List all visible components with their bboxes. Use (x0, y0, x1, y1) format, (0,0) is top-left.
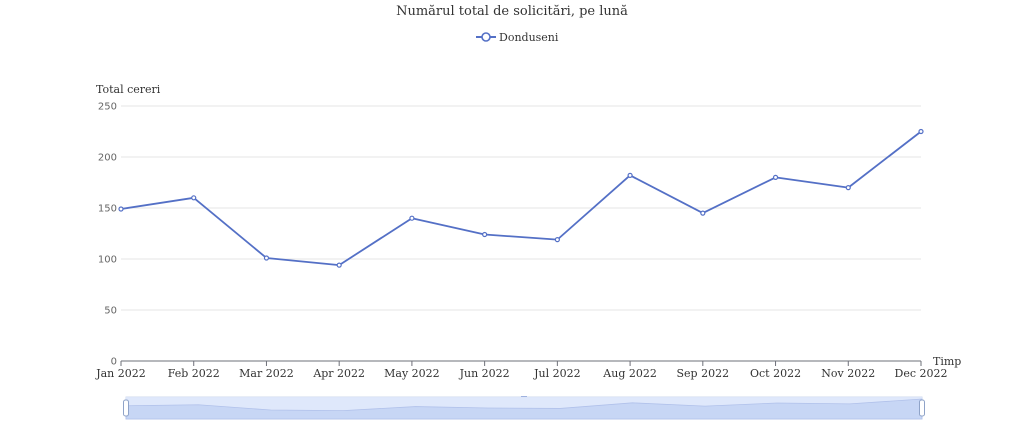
data-point[interactable] (700, 210, 706, 216)
series-donduseni (118, 128, 924, 268)
data-point[interactable] (845, 185, 851, 191)
x-tick-label: Nov 2022 (821, 367, 875, 380)
y-tick-label: 250 (98, 102, 117, 113)
data-zoom-slider[interactable] (123, 396, 925, 420)
x-tick-label: Jul 2022 (533, 367, 581, 380)
data-point[interactable] (627, 172, 633, 178)
x-tick-label: Sep 2022 (677, 367, 730, 380)
y-tick-label: 0 (111, 357, 117, 368)
y-tick-label: 100 (98, 255, 117, 266)
x-tick-label: Oct 2022 (750, 367, 801, 380)
x-tick-label: Feb 2022 (168, 367, 220, 380)
y-tick-label: 150 (98, 204, 117, 215)
zoom-data-shadow (125, 398, 923, 420)
x-tick-label: Jun 2022 (459, 367, 510, 380)
data-point[interactable] (263, 255, 270, 261)
zoom-start-handle[interactable] (123, 399, 129, 417)
x-axis (120, 360, 922, 366)
x-tick-label: Dec 2022 (895, 367, 948, 380)
grid-lines (121, 105, 921, 311)
y-axis-label: Total cereri (96, 83, 161, 96)
x-tick-label: Jan 2022 (95, 367, 146, 380)
data-point[interactable] (336, 262, 342, 268)
x-tick-label: Apr 2022 (312, 367, 365, 380)
x-tick-label: Aug 2022 (602, 367, 657, 380)
data-point[interactable] (554, 237, 560, 243)
legend-label: Donduseni (499, 31, 559, 44)
chart-legend[interactable]: Donduseni (476, 31, 559, 44)
data-point[interactable] (772, 174, 779, 180)
data-point[interactable] (118, 206, 124, 212)
x-tick-label: May 2022 (384, 367, 440, 380)
legend-circle-icon (481, 32, 491, 42)
x-axis-label: Timp (933, 355, 961, 368)
y-tick-label: 50 (104, 306, 117, 317)
chart-title: Numărul total de solicitări, pe lună (396, 4, 628, 19)
x-tick-label: Mar 2022 (239, 367, 294, 380)
series-line (120, 130, 922, 267)
zoom-end-handle[interactable] (919, 399, 925, 417)
data-point[interactable] (191, 195, 197, 201)
y-tick-label: 200 (98, 153, 117, 164)
y-axis-ticks: 0 50 100 150 200 250 (98, 102, 117, 368)
x-axis-ticks: Jan 2022 Feb 2022 Mar 2022 Apr 2022 May 2022… (95, 367, 947, 380)
data-point[interactable] (918, 128, 924, 135)
data-point[interactable] (482, 231, 488, 238)
data-point[interactable] (409, 215, 415, 221)
